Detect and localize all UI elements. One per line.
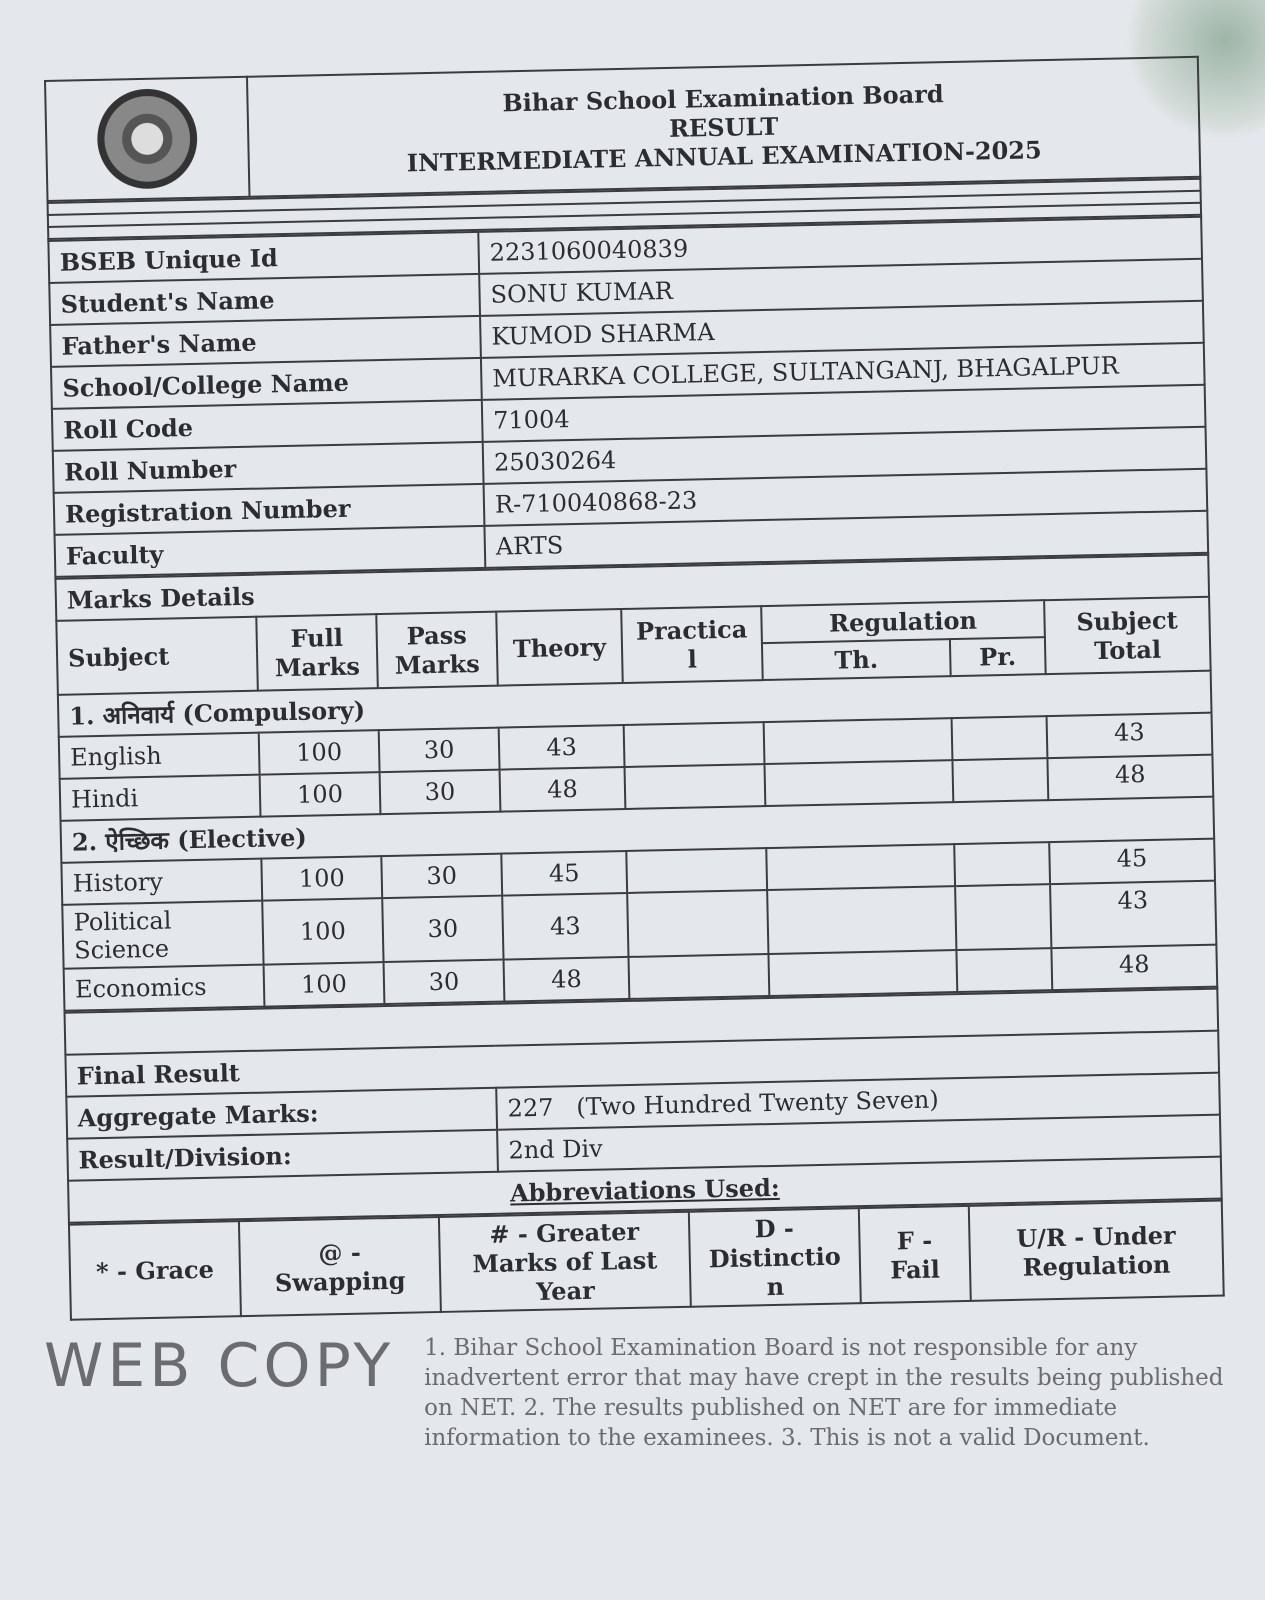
regulation-pr (951, 716, 1048, 761)
header-subject: Subject (56, 616, 258, 695)
regulation-th (763, 718, 953, 765)
subject-total: 48 (1047, 754, 1214, 801)
aggregate-value: 227 (507, 1093, 554, 1123)
theory-marks: 48 (499, 766, 626, 812)
header-pass-marks: Pass Marks (376, 611, 498, 689)
subject-name: Political Science (62, 900, 264, 969)
regulation-pr (954, 884, 1052, 951)
theory-marks: 48 (503, 956, 630, 1002)
abbr-under-regulation: U/R - Under Regulation (968, 1200, 1224, 1301)
pass-marks: 30 (382, 895, 504, 963)
regulation-pr (952, 758, 1049, 803)
disclaimer-watermark: 1. Bihar School Examination Board is not… (424, 1334, 1224, 1451)
regulation-pr (954, 842, 1050, 887)
regulation-th (766, 844, 955, 891)
practical-marks (628, 954, 770, 999)
full-marks: 100 (261, 856, 383, 901)
practical-marks (626, 848, 768, 893)
student-details: BSEB Unique Id 2231060040839 Student's Nam… (47, 216, 1209, 578)
pass-marks: 30 (378, 727, 500, 773)
full-marks: 100 (258, 730, 380, 775)
web-copy-watermark: WEB COPY (44, 1330, 395, 1401)
practical-marks (627, 890, 769, 957)
header-reg-th: Th. (761, 639, 951, 681)
theory-marks: 45 (501, 850, 628, 896)
header-table: Bihar School Examination Board RESULT IN… (44, 56, 1201, 202)
header-practical: Practical (621, 606, 763, 684)
header-full-marks: Full Marks (256, 614, 378, 691)
pass-marks: 30 (383, 959, 505, 1005)
abbr-swapping: @ - Swapping (238, 1216, 441, 1317)
header-theory: Theory (496, 609, 623, 686)
pass-marks: 30 (381, 853, 503, 899)
regulation-pr (956, 948, 1053, 993)
abbr-grace: * - Grace (68, 1221, 241, 1320)
marks-table: Marks Details Subject Full Marks Pass Ma… (54, 554, 1218, 1012)
watermark-area: WEB COPY 1. Bihar School Examination Boa… (44, 1333, 1224, 1453)
logo-cell (45, 76, 250, 201)
subject-name: Economics (63, 964, 265, 1011)
subject-name: Hindi (59, 774, 261, 821)
regulation-th (768, 950, 958, 997)
aggregate-words: (Two Hundred Twenty Seven) (576, 1085, 939, 1122)
subject-total: 43 (1046, 712, 1213, 759)
theory-marks: 43 (502, 892, 629, 960)
practical-marks (623, 722, 765, 767)
subject-name: History (61, 858, 263, 905)
practical-marks (624, 764, 766, 809)
regulation-th (767, 886, 957, 955)
subject-total: 45 (1049, 838, 1216, 885)
full-marks: 100 (262, 898, 384, 965)
full-marks: 100 (259, 772, 381, 817)
regulation-th (764, 760, 954, 807)
header-subject-total: Subject Total (1044, 596, 1211, 675)
subject-name: English (58, 732, 260, 779)
header-regulation: Regulation (761, 600, 1045, 644)
abbr-distinction: D - Distinction (688, 1208, 861, 1307)
bseb-seal-logo (96, 87, 199, 190)
abbr-fail: F - Fail (858, 1205, 971, 1304)
full-marks: 100 (263, 962, 385, 1007)
pass-marks: 30 (379, 769, 501, 815)
header-reg-pr: Pr. (949, 637, 1046, 677)
subject-total: 43 (1049, 880, 1217, 949)
header-title: Bihar School Examination Board RESULT IN… (246, 56, 1201, 197)
abbr-greater-marks: # - Greater Marks of Last Year (438, 1211, 691, 1312)
final-result: Final Result Aggregate Marks: 227 (Two H… (64, 988, 1223, 1224)
subject-total: 48 (1051, 944, 1218, 991)
theory-marks: 43 (498, 725, 625, 770)
result-document: Bihar School Examination Board RESULT IN… (44, 56, 1225, 1321)
